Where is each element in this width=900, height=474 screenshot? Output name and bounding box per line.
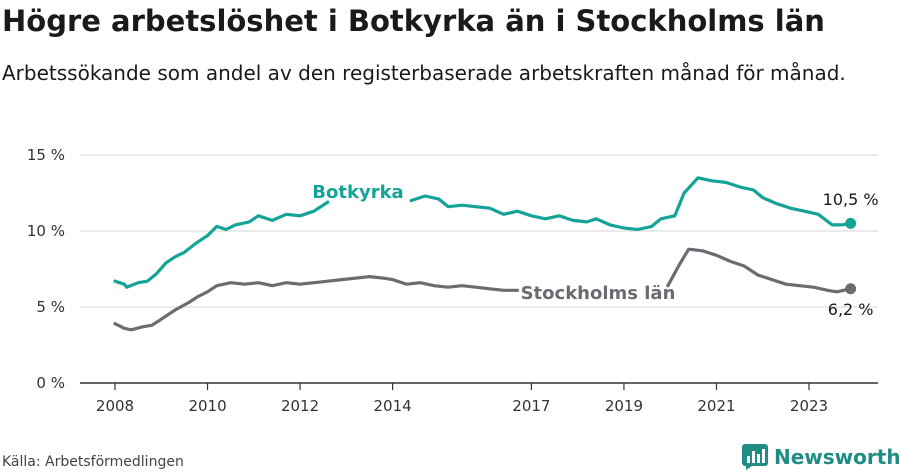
x-tick-label: 2021 bbox=[697, 397, 735, 415]
series-line-stockholm bbox=[113, 275, 520, 332]
end-point-botkyrka bbox=[845, 217, 857, 229]
series-lines bbox=[113, 176, 857, 332]
series-label-botkyrka: Botkyrka bbox=[312, 182, 403, 203]
x-tick-label: 2014 bbox=[374, 397, 412, 415]
x-tick-label: 2008 bbox=[96, 397, 134, 415]
series-line-botkyrka bbox=[113, 200, 330, 289]
series-line-stockholm bbox=[666, 247, 853, 294]
axes: 0 % 5 % 10 % 15 % 2008 2010 2012 2014 2017 2019 20… bbox=[27, 146, 878, 415]
series-label-stockholm: Stockholms län bbox=[521, 283, 676, 304]
y-tick-label: 10 % bbox=[27, 222, 65, 240]
end-point-stockholm bbox=[845, 283, 857, 295]
chart-subtitle: Arbetssökande som andel av den registerb… bbox=[2, 61, 846, 85]
gridlines bbox=[80, 154, 878, 308]
y-tick-label: 5 % bbox=[36, 298, 65, 316]
x-tick-label: 2019 bbox=[605, 397, 643, 415]
x-tick-label: 2012 bbox=[281, 397, 319, 415]
y-tick-label: 0 % bbox=[36, 374, 65, 392]
source-note: Källa: Arbetsförmedlingen bbox=[2, 454, 184, 470]
chart-title: Högre arbetslöshet i Botkyrka än i Stock… bbox=[2, 4, 825, 38]
y-tick-label: 15 % bbox=[27, 146, 65, 164]
end-value-label-botkyrka: 10,5 % bbox=[823, 190, 879, 209]
bar-chart-icon bbox=[742, 444, 768, 470]
brand-name: Newsworthy bbox=[774, 445, 900, 469]
brand-logo: Newsworthy bbox=[742, 442, 900, 472]
x-tick-label: 2010 bbox=[188, 397, 226, 415]
x-tick-label: 2023 bbox=[790, 397, 828, 415]
series-line-botkyrka bbox=[409, 176, 853, 232]
series-labels: Botkyrka 10,5 % Stockholms län 6,2 % bbox=[312, 182, 878, 319]
x-tick-label: 2017 bbox=[512, 397, 550, 415]
end-value-label-stockholm: 6,2 % bbox=[828, 300, 874, 319]
